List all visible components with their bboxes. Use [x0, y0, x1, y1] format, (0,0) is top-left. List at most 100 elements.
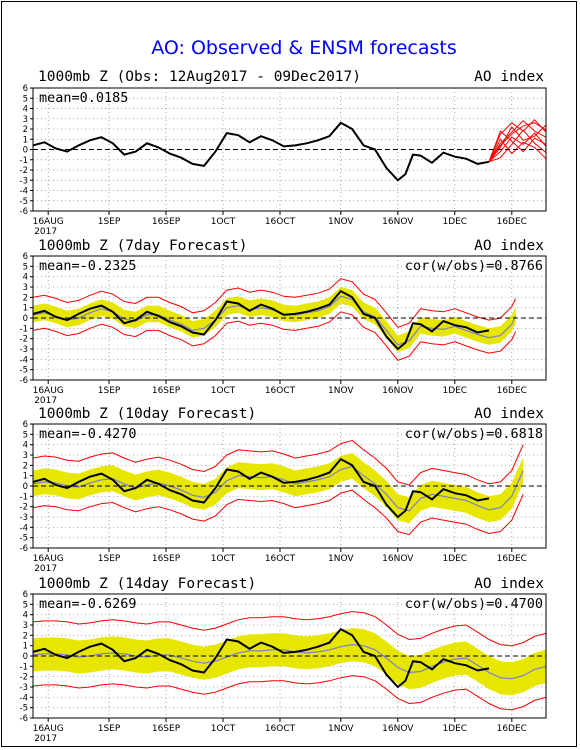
- panel-header-left: 1000mb Z (10day Forecast): [38, 406, 256, 422]
- x-tick-label: 16DEC: [497, 217, 527, 227]
- stat-correlation: cor(w/obs)=0.4700: [405, 596, 543, 612]
- y-tick-label: 4: [23, 105, 28, 115]
- y-tick-label: 0: [23, 314, 28, 324]
- x-tick-label: 16SEP: [152, 386, 181, 396]
- panels: 1000mb Z (Obs: 12Aug2017 - 09Dec2017) AO …: [20, 69, 547, 744]
- y-tick-label: -3: [20, 683, 28, 693]
- y-tick-label: -4: [20, 355, 28, 365]
- y-tick-label: 4: [23, 611, 28, 621]
- y-tick-label: -2: [20, 166, 28, 176]
- x-tick-label: 1DEC: [442, 386, 467, 396]
- y-tick-label: 0: [23, 482, 28, 492]
- ensemble-mean-line: [33, 643, 546, 680]
- y-tick-label: -1: [20, 156, 28, 166]
- x-tick-label: 1SEP: [98, 724, 121, 734]
- x-tick-year: 2017: [34, 396, 57, 406]
- panel-1: 1000mb Z (Obs: 12Aug2017 - 09Dec2017) AO …: [20, 69, 547, 237]
- x-tick-label: 1DEC: [442, 554, 467, 564]
- x-tick-label: 1NOV: [328, 724, 354, 734]
- y-tick-label: -2: [20, 335, 28, 345]
- x-tick-label: 1DEC: [442, 217, 467, 227]
- plot-area: [33, 611, 546, 711]
- ensemble-mean-line: [33, 465, 524, 512]
- plot-area: [33, 439, 524, 536]
- member-line: [488, 129, 546, 163]
- x-tick-label: 1OCT: [211, 724, 236, 734]
- y-tick-label: 2: [23, 631, 28, 641]
- y-tick-label: -1: [20, 492, 28, 502]
- x-tick-label: 16SEP: [152, 554, 181, 564]
- y-tick-label: -5: [20, 197, 28, 207]
- x-tick-year: 2017: [34, 227, 57, 237]
- y-tick-label: -3: [20, 176, 28, 186]
- envelope-upper: [33, 439, 524, 486]
- panel-header-right: AO index: [474, 69, 544, 85]
- y-tick-label: 6: [23, 590, 28, 600]
- x-tick-label: 16NOV: [382, 386, 414, 396]
- y-tick-label: -5: [20, 366, 28, 376]
- x-tick-label: 1SEP: [98, 554, 121, 564]
- y-tick-label: -1: [20, 662, 28, 672]
- x-tick-label: 1NOV: [328, 217, 354, 227]
- envelope-lower: [33, 489, 524, 536]
- envelope-lower: [33, 311, 517, 361]
- spread-band: [33, 452, 524, 524]
- y-tick-label: 6: [23, 84, 28, 94]
- x-tick-label: 1SEP: [98, 386, 121, 396]
- envelope-upper: [33, 611, 546, 647]
- x-tick-label: 16OCT: [265, 554, 296, 564]
- figure-title: AO: Observed & ENSM forecasts: [151, 37, 456, 59]
- panel-header-right: AO index: [474, 238, 544, 254]
- spread-band: [33, 628, 546, 696]
- y-tick-label: 5: [23, 600, 28, 610]
- x-tick-label: 1NOV: [328, 554, 354, 564]
- member-line: [488, 132, 546, 163]
- y-tick-label: 2: [23, 125, 28, 135]
- y-tick-label: -3: [20, 513, 28, 523]
- x-tick-label: 16SEP: [152, 217, 181, 227]
- y-tick-label: 2: [23, 461, 28, 471]
- x-tick-label: 16DEC: [497, 554, 527, 564]
- observed-line: [33, 457, 490, 519]
- panel-header-right: AO index: [474, 406, 544, 422]
- stat-mean: mean=-0.4270: [39, 426, 137, 442]
- member-line: [488, 120, 546, 163]
- y-tick-label: 3: [23, 115, 28, 125]
- x-tick-label: 16OCT: [265, 217, 296, 227]
- y-tick-label: -3: [20, 345, 28, 355]
- x-tick-label: 16AUG: [33, 724, 64, 734]
- member-line: [488, 138, 546, 163]
- envelope-upper: [33, 278, 517, 328]
- y-tick-label: -6: [20, 544, 28, 554]
- panel-3: 1000mb Z (10day Forecast) AO index 6543210…: [20, 406, 547, 574]
- panel-2: 1000mb Z (7day Forecast) AO index6543210-…: [20, 238, 547, 406]
- x-tick-label: 16AUG: [33, 217, 64, 227]
- x-tick-label: 16NOV: [382, 724, 414, 734]
- y-tick-label: 2: [23, 293, 28, 303]
- x-tick-label: 16DEC: [497, 386, 527, 396]
- stat-mean: mean=-0.2325: [39, 258, 137, 274]
- x-tick-label: 16AUG: [33, 386, 64, 396]
- stat-mean: mean=0.0185: [39, 90, 128, 106]
- member-line: [488, 130, 546, 162]
- y-tick-label: 6: [23, 420, 28, 430]
- x-tick-label: 16OCT: [265, 386, 296, 396]
- y-tick-label: 5: [23, 262, 28, 272]
- observed-line: [33, 289, 490, 351]
- y-tick-label: 3: [23, 451, 28, 461]
- x-tick-label: 16DEC: [497, 724, 527, 734]
- x-tick-label: 16NOV: [382, 217, 414, 227]
- spread-band: [33, 287, 516, 353]
- panel-header-left: 1000mb Z (7day Forecast): [38, 238, 248, 254]
- observed-line: [33, 121, 490, 182]
- y-tick-label: 4: [23, 273, 28, 283]
- observed-line: [33, 627, 490, 689]
- y-tick-label: 1: [23, 472, 28, 482]
- y-tick-label: 5: [23, 94, 28, 104]
- envelope-lower: [33, 675, 546, 711]
- y-tick-label: -2: [20, 673, 28, 683]
- member-line: [488, 122, 546, 163]
- plot-area: [33, 119, 546, 182]
- y-tick-label: -4: [20, 693, 28, 703]
- y-tick-label: -2: [20, 503, 28, 513]
